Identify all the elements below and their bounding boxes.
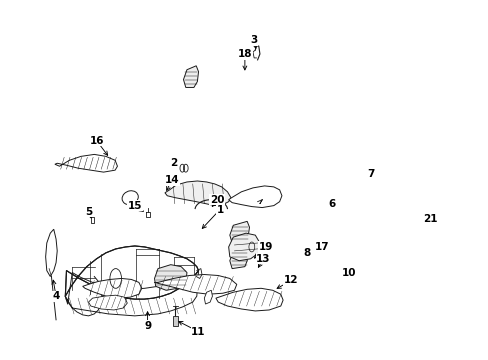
Text: 9: 9 xyxy=(143,321,151,331)
Text: 5: 5 xyxy=(85,207,92,216)
Polygon shape xyxy=(229,247,248,269)
Ellipse shape xyxy=(122,191,138,205)
Polygon shape xyxy=(55,154,117,172)
Text: 13: 13 xyxy=(256,254,270,264)
Text: 21: 21 xyxy=(422,215,437,224)
Text: 3: 3 xyxy=(250,35,257,45)
Text: 8: 8 xyxy=(303,248,310,258)
Polygon shape xyxy=(228,233,260,261)
Text: 10: 10 xyxy=(341,267,356,278)
Polygon shape xyxy=(45,229,57,276)
Polygon shape xyxy=(204,290,212,304)
Polygon shape xyxy=(88,295,127,310)
Polygon shape xyxy=(164,181,230,206)
Text: 17: 17 xyxy=(315,242,329,252)
Text: 1: 1 xyxy=(216,204,223,215)
Polygon shape xyxy=(228,186,282,208)
Text: 18: 18 xyxy=(237,49,252,59)
Polygon shape xyxy=(173,316,177,326)
Polygon shape xyxy=(154,275,236,294)
Text: 4: 4 xyxy=(52,291,60,301)
Text: 16: 16 xyxy=(89,136,103,145)
Text: 2: 2 xyxy=(170,158,177,168)
Polygon shape xyxy=(183,66,198,87)
Text: 20: 20 xyxy=(209,195,224,205)
Polygon shape xyxy=(216,288,283,311)
Text: 12: 12 xyxy=(284,275,298,285)
Text: 14: 14 xyxy=(164,175,179,185)
Text: 19: 19 xyxy=(258,242,272,252)
Polygon shape xyxy=(82,278,142,298)
Text: 7: 7 xyxy=(366,169,374,179)
Polygon shape xyxy=(154,265,186,290)
Text: 15: 15 xyxy=(127,201,142,211)
Polygon shape xyxy=(229,221,249,243)
Text: 11: 11 xyxy=(191,327,205,337)
Text: 6: 6 xyxy=(327,199,335,209)
Polygon shape xyxy=(65,246,198,299)
